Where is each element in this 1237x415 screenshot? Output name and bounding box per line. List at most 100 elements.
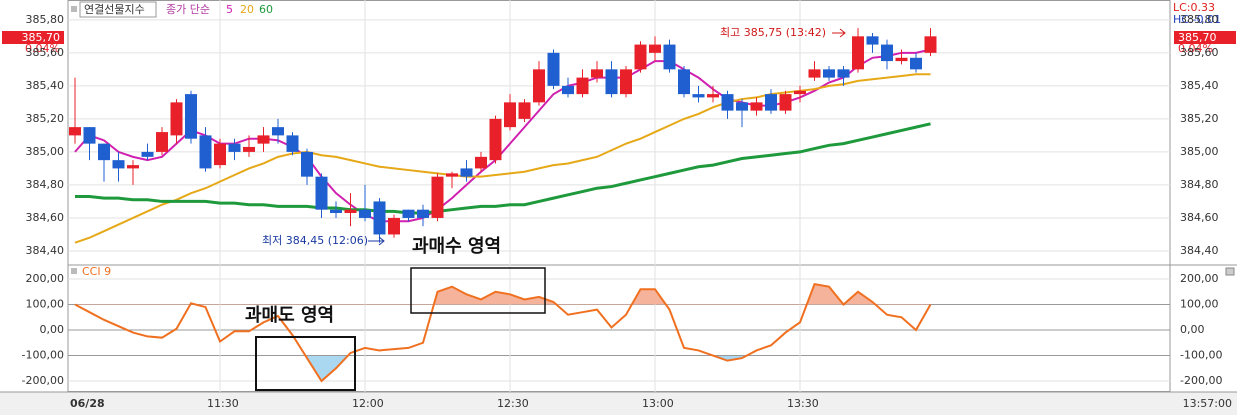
- arrow: [832, 28, 846, 38]
- candle-body: [185, 94, 197, 139]
- candle-body: [243, 146, 255, 152]
- high-note: 최고 385,75 (13:42): [720, 26, 826, 39]
- y-tick-label: 385,00: [1180, 145, 1219, 158]
- candle-body: [765, 94, 777, 111]
- candle-body: [634, 44, 647, 70]
- candle-body: [272, 127, 284, 136]
- candle-body: [533, 69, 545, 103]
- candle-body: [663, 44, 676, 70]
- candle-body: [199, 135, 212, 169]
- candle-body: [156, 132, 168, 152]
- last-price: 385,70: [22, 31, 61, 44]
- candle-body: [98, 143, 110, 161]
- candle-body: [301, 151, 313, 177]
- x-tick-label: 12:00: [352, 397, 384, 410]
- candle-body: [823, 69, 835, 78]
- cci-line: [74, 282, 932, 383]
- x-tick-label: 06/28: [70, 397, 105, 410]
- candle-body: [605, 69, 618, 95]
- marks: [69, 28, 937, 383]
- panel-title: CCI 9: [82, 265, 111, 278]
- y-tick-label: 0,00: [40, 323, 65, 336]
- y-tick-label: 385,40: [26, 79, 65, 92]
- y-tick-label: 385,80: [1180, 13, 1219, 26]
- candle-body: [170, 102, 183, 136]
- candle-body: [315, 176, 328, 210]
- candle-body: [881, 44, 893, 62]
- candle-body: [460, 168, 473, 177]
- y-tick-label: -100,00: [22, 349, 64, 362]
- y-tick-label: -200,00: [22, 374, 64, 387]
- legend-entry: 60: [259, 3, 273, 16]
- y-tick-label: 384,40: [1180, 244, 1219, 257]
- candle-body: [373, 201, 386, 235]
- overbought-box: [410, 267, 546, 314]
- hc-label: HC:-0.01: [1173, 13, 1221, 26]
- change: 0.04%: [25, 42, 60, 55]
- cci-overbought-fill: [75, 284, 931, 305]
- candle-body: [576, 77, 589, 95]
- y-tick-label: 385,20: [1180, 112, 1219, 125]
- x-tick-label: 13:30: [787, 397, 819, 410]
- legend-entry: 5: [226, 3, 233, 16]
- candle-body: [808, 69, 821, 78]
- y-tick-label: 200,00: [1180, 272, 1219, 285]
- candle-body: [127, 165, 139, 169]
- overbought-note: 과매수 영역: [412, 236, 501, 257]
- candle-body: [895, 57, 908, 62]
- candle-body: [504, 102, 516, 128]
- panel-close[interactable]: [1225, 267, 1235, 276]
- legend-icon: [71, 268, 77, 274]
- candle-body: [344, 209, 357, 213]
- price-box: [2, 31, 64, 44]
- candle-body: [866, 36, 879, 45]
- y-tick-label: 384,40: [26, 244, 65, 257]
- candle-body: [112, 160, 125, 169]
- candle-body: [562, 85, 574, 95]
- x-axis-cursor-label: 13:57:00: [1183, 397, 1232, 410]
- y-tick-label: 385,20: [26, 112, 65, 125]
- lc-label: LC:0.33: [1173, 1, 1215, 14]
- arrow: [368, 236, 385, 246]
- candle-body: [257, 135, 270, 144]
- x-tick-label: 11:30: [207, 397, 239, 410]
- candle-body: [83, 127, 96, 144]
- y-tick-label: 200,00: [26, 272, 65, 285]
- last-price: 385,70: [1178, 31, 1217, 44]
- candle-body: [388, 217, 400, 235]
- candle-body: [547, 52, 560, 86]
- y-tick-label: 384,60: [26, 211, 65, 224]
- legend-entry: 20: [240, 3, 254, 16]
- y-tick-label: 385,40: [1180, 79, 1219, 92]
- y-tick-label: 385,80: [26, 13, 65, 26]
- candle-body: [330, 209, 342, 213]
- time-axis-bg: [0, 392, 1237, 415]
- candle-body: [736, 102, 748, 111]
- x-tick-label: 13:00: [642, 397, 674, 410]
- y-tick-label: 385,00: [26, 145, 65, 158]
- y-tick-label: 384,80: [26, 178, 65, 191]
- y-tick-label: 384,60: [1180, 211, 1219, 224]
- oversold-note: 과매도 영역: [245, 305, 334, 326]
- ma-prefix: 종가 단순: [166, 3, 210, 16]
- ma-line: [75, 122, 931, 215]
- candle-body: [402, 209, 415, 218]
- candle-body: [475, 156, 487, 169]
- candle-body: [678, 69, 690, 95]
- candle-body: [924, 36, 937, 53]
- candle-body: [69, 127, 81, 136]
- candle-body: [910, 57, 922, 70]
- candle-body: [286, 135, 299, 152]
- y-tick-label: 0,00: [1180, 323, 1205, 336]
- y-tick-label: 385,60: [26, 46, 65, 59]
- candle-body: [707, 94, 719, 98]
- candle-body: [214, 143, 226, 166]
- candle-body: [692, 94, 705, 98]
- candle-body: [779, 94, 792, 111]
- candle-body: [750, 102, 763, 111]
- legend-label: 연결선물지수: [84, 3, 145, 16]
- candle-body: [837, 69, 850, 78]
- candle-body: [620, 69, 632, 95]
- y-tick-label: 384,80: [1180, 178, 1219, 191]
